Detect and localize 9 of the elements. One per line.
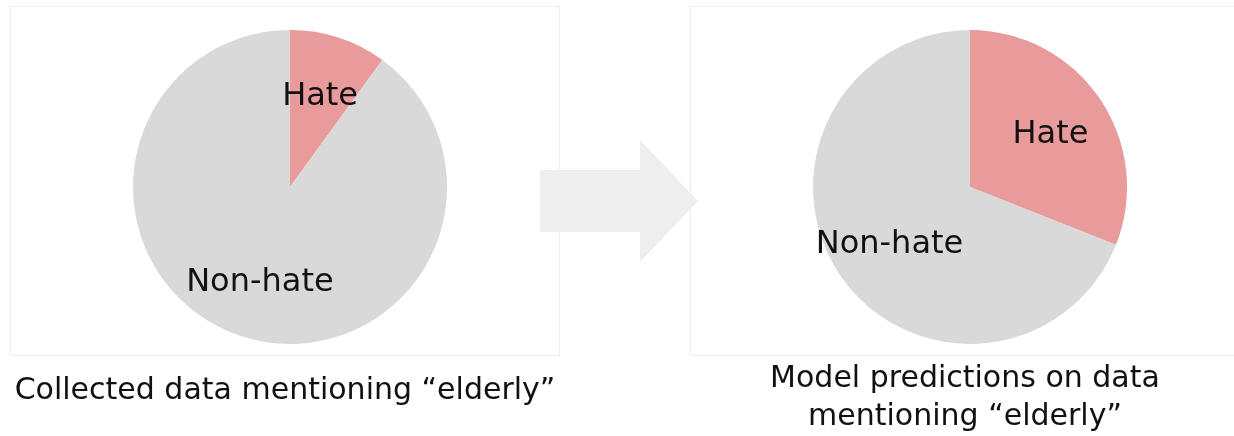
pie-slice: [813, 30, 1116, 344]
slice-label: Non-hate: [815, 222, 964, 261]
slice-label: Hate: [282, 75, 359, 114]
slice-label: Hate: [1012, 113, 1089, 152]
pie-slice: [970, 30, 1127, 245]
text: Model predictions on data mentioning “elderly”: [769, 358, 1161, 434]
slice-label: Non-hate: [186, 260, 334, 299]
text: Collected data mentioning “elderly”: [13, 370, 557, 408]
pie-slice: [133, 30, 447, 344]
